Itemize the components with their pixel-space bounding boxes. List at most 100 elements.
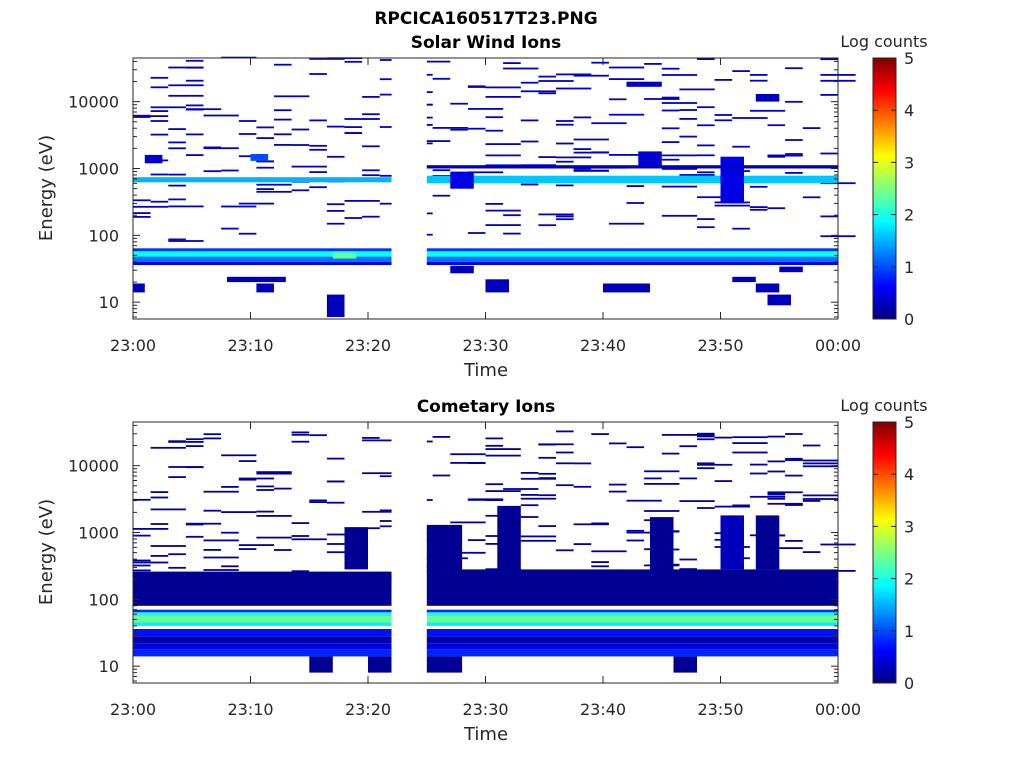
heatmap-cell	[556, 451, 574, 454]
heatmap-cell	[256, 160, 274, 163]
heatmap-cell	[150, 86, 169, 89]
heatmap-cell	[426, 165, 839, 169]
heatmap-cell	[608, 78, 645, 80]
heatmap-cell	[673, 656, 697, 673]
heatmap-cell	[785, 457, 803, 460]
heatmap-cell	[485, 535, 504, 537]
heatmap-cell	[591, 433, 609, 435]
heatmap-cell	[503, 62, 521, 64]
heatmap-cell	[785, 67, 803, 70]
heatmap-cell	[714, 114, 733, 116]
heatmap-cell	[426, 609, 839, 613]
heatmap-cell	[221, 205, 257, 208]
heatmap-cell	[485, 224, 521, 226]
heatmap-cell	[426, 643, 839, 650]
heatmap-cell	[221, 169, 239, 172]
heatmap-cell	[573, 168, 592, 170]
heatmap-cell	[150, 446, 186, 449]
heatmap-cell	[591, 151, 609, 154]
cometary-panel: Cometary Ions 23:00 23:10 23:20 23:30 23:40 2…	[36, 396, 928, 745]
heatmap-cell	[133, 248, 392, 252]
heatmap-cell	[485, 444, 504, 447]
heatmap-cell	[802, 459, 839, 462]
heatmap-cell	[767, 492, 786, 495]
heatmap-cell	[714, 505, 750, 508]
heatmap-cell	[749, 79, 768, 82]
heatmap-cell	[133, 612, 392, 617]
heatmap-cell	[291, 144, 310, 146]
heatmap-cell	[426, 175, 839, 184]
heatmap-cell	[426, 656, 463, 673]
colorbar-tick-label: 0	[904, 310, 914, 329]
heatmap-cell	[326, 294, 345, 317]
heatmap-cell	[203, 433, 222, 436]
heatmap-cell	[133, 622, 392, 626]
heatmap-cell	[485, 116, 504, 119]
heatmap-cell	[450, 462, 486, 464]
heatmap-cell	[785, 504, 803, 506]
heatmap-cell	[309, 119, 327, 122]
y-tick-label: 10000	[68, 457, 119, 476]
heatmap-cell	[626, 202, 645, 204]
heatmap-cell	[221, 454, 257, 457]
heatmap-cell	[626, 529, 645, 532]
heatmap-cell	[426, 629, 839, 637]
colorbar-tick-label: 4	[904, 465, 914, 484]
heatmap-cell	[679, 477, 697, 480]
heatmap-cell	[274, 487, 292, 490]
heatmap-cell	[185, 154, 204, 156]
heatmap-cell	[503, 67, 539, 70]
heatmap-cell	[274, 118, 292, 121]
heatmap-cell	[309, 501, 327, 503]
heatmap-cell	[256, 190, 292, 193]
heatmap-cell	[185, 535, 204, 538]
heatmap-cell	[221, 227, 239, 230]
heatmap-cell	[591, 550, 627, 553]
heatmap-cell	[426, 91, 433, 93]
cometary-colorbar	[872, 421, 897, 684]
heatmap-cell	[185, 108, 222, 111]
heatmap-cell	[274, 63, 292, 66]
heatmap-cell	[274, 133, 292, 136]
heatmap-cell	[785, 139, 803, 141]
heatmap-cell	[238, 548, 257, 550]
heatmap-cell	[755, 515, 780, 570]
heatmap-cell	[767, 154, 786, 157]
heatmap-cell	[644, 477, 662, 480]
heatmap-cell	[661, 168, 698, 170]
heatmap-cell	[661, 102, 698, 104]
heatmap-cell	[203, 147, 239, 150]
heatmap-cell	[697, 58, 715, 60]
heatmap-cell	[426, 524, 463, 570]
heatmap-cell	[644, 98, 680, 100]
heatmap-cell	[697, 106, 715, 109]
heatmap-cell	[755, 94, 780, 102]
heatmap-cell	[556, 484, 574, 487]
heatmap-cell	[426, 233, 433, 236]
heatmap-cell	[150, 508, 186, 511]
heatmap-cell	[644, 470, 680, 473]
heatmap-cell	[133, 636, 392, 644]
heatmap-cell	[362, 215, 380, 218]
heatmap-cell	[291, 538, 327, 541]
heatmap-cell	[291, 440, 310, 443]
heatmap-cell	[697, 124, 715, 127]
heatmap-cell	[749, 208, 768, 211]
heatmap-cell	[767, 547, 803, 549]
heatmap-cell	[638, 151, 662, 166]
heatmap-cell	[168, 173, 186, 176]
heatmap-cell	[608, 483, 627, 486]
heatmap-cell	[256, 166, 274, 169]
heatmap-cell	[221, 511, 257, 513]
heatmap-cell	[309, 434, 327, 437]
heatmap-cell	[644, 483, 680, 485]
heatmap-cell	[238, 544, 275, 546]
heatmap-cell	[785, 153, 803, 155]
heatmap-cell	[573, 485, 592, 488]
heatmap-cell	[426, 140, 451, 142]
heatmap-cell	[503, 214, 521, 217]
heatmap-cell	[426, 116, 433, 119]
heatmap-cell	[785, 433, 803, 435]
heatmap-cell	[485, 454, 521, 457]
heatmap-cell	[608, 66, 645, 69]
